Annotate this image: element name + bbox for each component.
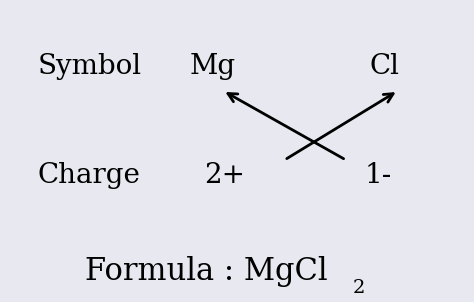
Text: Cl: Cl — [370, 53, 400, 80]
Text: Mg: Mg — [190, 53, 236, 80]
Text: 2+: 2+ — [204, 162, 245, 189]
Text: 1-: 1- — [365, 162, 392, 189]
Text: Symbol: Symbol — [38, 53, 142, 80]
Text: Charge: Charge — [38, 162, 141, 189]
Text: 2: 2 — [353, 278, 365, 297]
Text: Formula : MgCl: Formula : MgCl — [85, 256, 328, 287]
